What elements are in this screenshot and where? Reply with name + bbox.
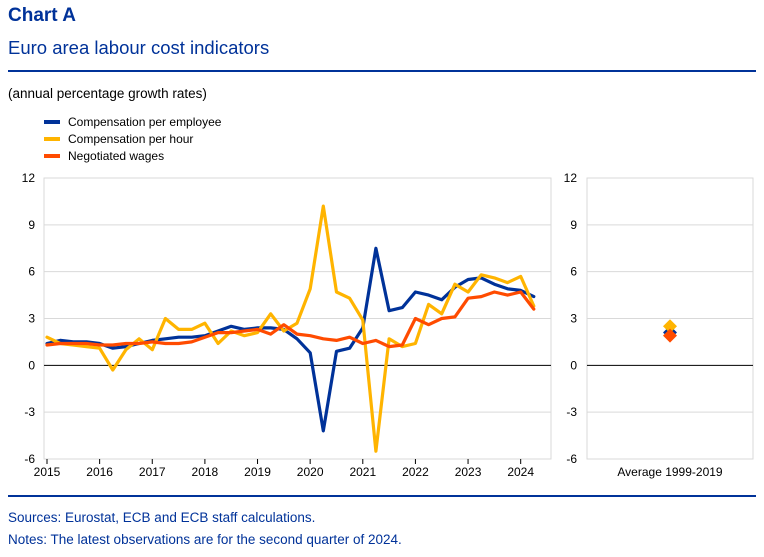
- left-y-tick-label: -3: [24, 405, 35, 419]
- x-tick-label: 2023: [455, 465, 482, 479]
- legend-item-employee: Compensation per employee: [44, 113, 221, 130]
- left-y-tick-label: 12: [22, 171, 36, 185]
- chart-subtitle: Euro area labour cost indicators: [8, 37, 270, 58]
- x-tick-label: 2015: [34, 465, 61, 479]
- x-tick-label: 2019: [244, 465, 271, 479]
- right-y-tick-label: 12: [564, 171, 578, 185]
- series-line-compensation-per-hour: [45, 204, 536, 453]
- left-y-tick-label: 6: [28, 265, 35, 279]
- x-tick-label: 2022: [402, 465, 429, 479]
- sources-note: Sources: Eurostat, ECB and ECB staff cal…: [8, 510, 316, 525]
- chart-title: Chart A: [8, 5, 76, 26]
- side-category-label: Average 1999-2019: [617, 465, 723, 479]
- average-marker-compensation-per-hour: [663, 319, 677, 334]
- right-y-tick-label: 9: [570, 218, 577, 232]
- units-label: (annual percentage growth rates): [8, 86, 207, 101]
- notes-note: Notes: The latest observations are for t…: [8, 532, 402, 547]
- left-y-tick-label: 0: [28, 358, 35, 372]
- series-line-compensation-per-employee: [45, 246, 536, 433]
- x-tick-label: 2018: [192, 465, 219, 479]
- legend-item-hour: Compensation per hour: [44, 130, 221, 147]
- legend-swatch-employee: [44, 119, 60, 124]
- legend-label-hour: Compensation per hour: [68, 131, 194, 146]
- right-y-tick-label: -6: [566, 452, 577, 466]
- x-tick-label: 2021: [349, 465, 376, 479]
- legend-swatch-negotiated: [44, 153, 60, 158]
- bottom-divider: [8, 495, 756, 497]
- x-tick-label: 2024: [507, 465, 534, 479]
- legend-label-negotiated: Negotiated wages: [68, 148, 165, 163]
- x-tick-label: 2020: [297, 465, 324, 479]
- legend: Compensation per employee Compensation p…: [44, 113, 221, 164]
- x-tick-label: 2017: [139, 465, 166, 479]
- legend-item-negotiated: Negotiated wages: [44, 147, 221, 164]
- average-marker-negotiated-wages: [663, 328, 677, 343]
- legend-label-employee: Compensation per employee: [68, 114, 222, 129]
- left-y-tick-label: 9: [28, 218, 35, 232]
- series-line-negotiated-wages: [45, 290, 536, 349]
- right-y-tick-label: 3: [570, 312, 577, 326]
- top-divider: [8, 70, 756, 72]
- right-y-tick-label: 0: [570, 358, 577, 372]
- right-y-tick-label: -3: [566, 405, 577, 419]
- left-y-tick-label: -6: [24, 452, 35, 466]
- legend-swatch-hour: [44, 136, 60, 141]
- left-y-tick-label: 3: [28, 312, 35, 326]
- x-tick-label: 2016: [86, 465, 113, 479]
- right-y-tick-label: 6: [570, 265, 577, 279]
